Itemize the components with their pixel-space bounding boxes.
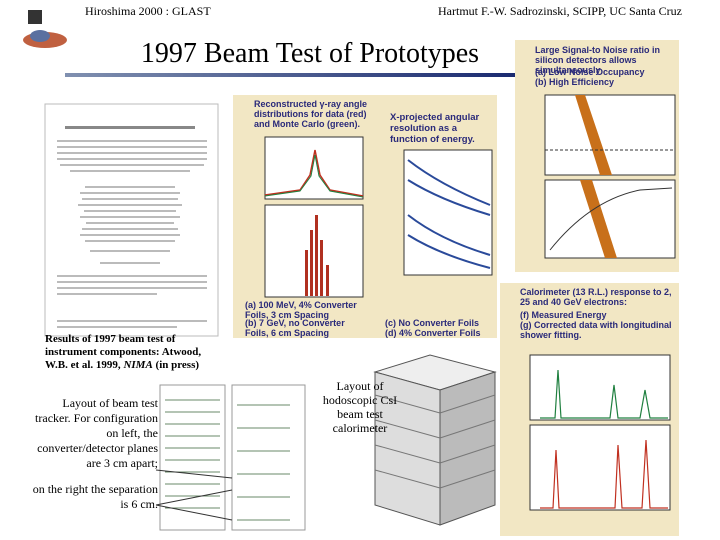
snr-heading: Large Signal-to Noise ratio in silicon d…: [535, 45, 661, 75]
paper-caption-text: Results of 1997 beam test of instrument …: [45, 333, 202, 371]
header-left: Hiroshima 2000 : GLAST: [85, 4, 211, 18]
angular-caption: (d) 4% Converter Foils: [385, 328, 481, 338]
calorimeter-heading: Calorimeter (13 R.L.) response to 2, 25 …: [520, 287, 672, 307]
tracker-diagrams: [155, 384, 306, 531]
calorimeter-caption: Layout of hodoscopic CsI beam test calor…: [322, 379, 398, 435]
snr-item: (a) Low Noise Occupancy: [535, 67, 645, 77]
calorimeter-item: (g) Corrected data with longitudinal sho…: [520, 320, 672, 340]
angular-caption: (a) 100 MeV, 4% Converter Foils, 3 cm Sp…: [245, 300, 357, 320]
snr-item: (b) High Efficiency: [535, 77, 615, 87]
angular-caption: (c) No Converter Foils: [385, 318, 480, 328]
tracker-caption: Layout of beam test tracker. For configu…: [35, 396, 158, 470]
logo: [23, 10, 67, 48]
slide-title: 1997 Beam Test of Prototypes: [140, 38, 480, 69]
angular-figure: [233, 95, 497, 338]
angular-caption: (b) 7 GeV, no Converter Foils, 6 cm Spac…: [245, 318, 345, 338]
header-right: Hartmut F.-W. Sadrozinski, SCIPP, UC San…: [438, 4, 682, 18]
paper-caption: Results of 1997 beam test of instrument …: [45, 333, 225, 372]
angular-side: X-projected angular resolution as a func…: [390, 112, 480, 145]
tracker-caption-2: on the right the separation is 6 cm.: [32, 482, 158, 511]
angular-heading: Reconstructed γ-ray angle distributions …: [254, 99, 368, 129]
calorimeter-drawing: [373, 354, 497, 526]
calorimeter-item: (f) Measured Energy: [520, 310, 607, 320]
calorimeter-figure: [500, 283, 679, 536]
paper-thumbnail: [44, 103, 219, 337]
paper-caption-suffix: (in press): [155, 359, 200, 371]
paper-caption-journal: NIMA: [123, 359, 153, 371]
snr-figure: [515, 40, 679, 272]
title-rule: [65, 73, 515, 77]
